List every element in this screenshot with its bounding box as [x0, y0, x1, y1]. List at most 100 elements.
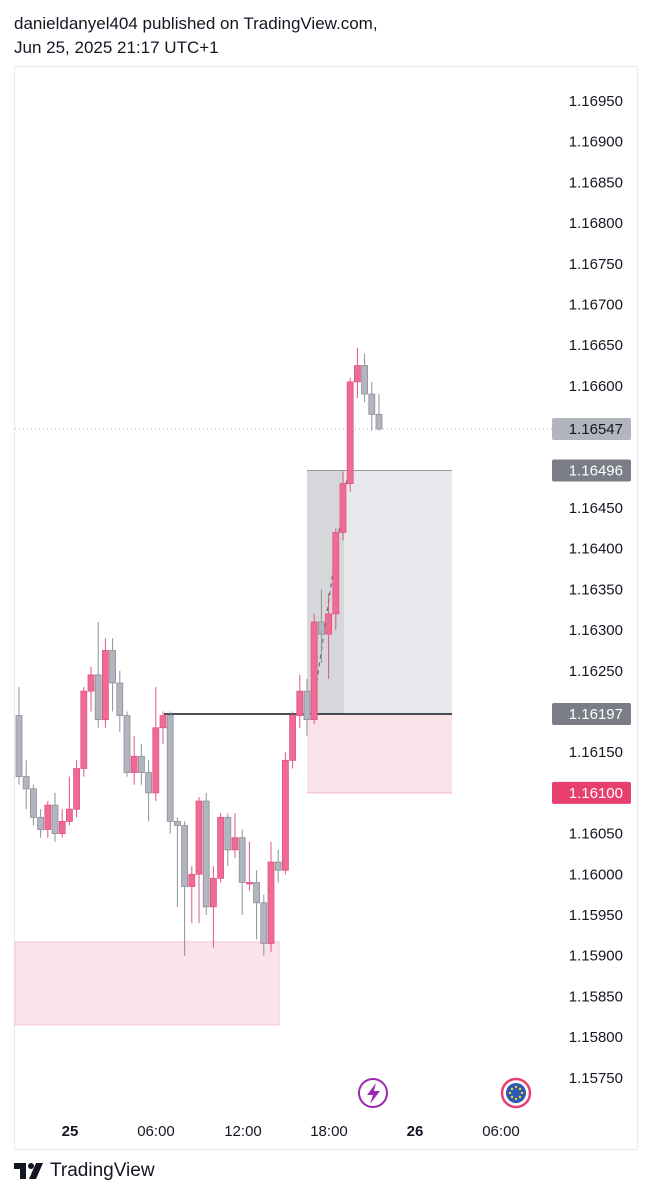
price-tag-box	[552, 459, 631, 482]
price-tag-box	[552, 781, 631, 804]
candle-body	[368, 393, 376, 415]
price-tag-label: 1.16496	[569, 463, 623, 480]
price-tick-label: 1.16800	[569, 215, 623, 232]
candle-body	[15, 715, 23, 778]
price-tick-label: 1.16700	[569, 297, 623, 314]
price-tick-label: 1.16000	[569, 866, 623, 883]
candle-body	[332, 532, 340, 615]
candle-body	[346, 381, 354, 484]
candle-body	[289, 715, 297, 761]
price-tick-label: 1.15900	[569, 948, 623, 965]
candle-body	[325, 613, 333, 635]
price-tag-label: 1.16197	[569, 706, 623, 723]
candle-body	[66, 808, 73, 822]
candle-body	[58, 820, 66, 835]
price-tick-label: 1.15800	[569, 1029, 623, 1046]
candle-body	[159, 715, 167, 729]
price-tag-box	[552, 702, 631, 725]
candle-body	[303, 690, 311, 721]
candle-body	[224, 816, 232, 851]
candlestick-chart[interactable]: 1.16950 1.16900 1.16850 1.16800 1.16750 1.167…	[0, 0, 653, 1160]
candle-body	[253, 882, 261, 904]
time-tick-label: 18:00	[310, 1123, 348, 1140]
publish-header: danieldanyel404 published on TradingView…	[14, 12, 378, 60]
candle-body	[260, 902, 268, 944]
candle-body	[130, 755, 138, 773]
zones-layer	[14, 470, 452, 1026]
candle-body	[29, 788, 37, 818]
tradingview-brand: TradingView	[50, 1160, 155, 1181]
candle-body	[173, 820, 181, 826]
candle-body	[94, 674, 102, 721]
price-tick-label: 1.16150	[569, 744, 623, 761]
candle-body	[73, 768, 80, 810]
price-tick-label: 1.16300	[569, 622, 623, 639]
candle-body	[37, 816, 44, 830]
price-tag-label: 1.16100	[569, 785, 623, 802]
time-tick-label: 26	[407, 1123, 424, 1140]
price-tick-label: 1.16850	[569, 174, 623, 191]
candle-body	[281, 759, 289, 871]
candle-body	[22, 776, 30, 790]
candle-body	[296, 690, 304, 716]
price-tick-label: 1.15850	[569, 988, 623, 1005]
price-tags: 1.16547 1.16496 1.16197 1.16100	[552, 418, 631, 804]
price-tick-label: 1.16650	[569, 337, 623, 354]
tradingview-footer-logo[interactable]: TradingView	[14, 1160, 155, 1182]
candle-body	[375, 413, 383, 430]
candle-body	[116, 682, 124, 716]
time-axis: 25 06:00 12:00 18:00 26 06:00	[62, 1123, 520, 1140]
candle-body	[181, 825, 189, 887]
price-tag-box	[552, 418, 631, 441]
chart-frame[interactable]	[14, 66, 638, 1150]
candle-body	[310, 621, 318, 721]
candle-body	[231, 837, 239, 851]
candle-body	[102, 650, 109, 721]
candle-body	[202, 800, 210, 908]
candle-body	[166, 715, 174, 822]
candle-body	[317, 621, 325, 635]
price-tick-label: 1.16400	[569, 541, 623, 558]
candle-body	[209, 877, 217, 908]
candle-body	[238, 837, 246, 883]
candle-body	[51, 804, 59, 834]
icons-layer	[358, 1077, 532, 1109]
candle-body	[44, 804, 52, 830]
stop-zone	[307, 713, 452, 793]
candle-body	[217, 816, 225, 879]
demand-zone	[14, 941, 280, 1026]
price-tick-label: 1.16900	[569, 134, 623, 151]
candle-body	[353, 365, 361, 383]
candle-body	[87, 674, 95, 692]
tradingview-logo-icon	[14, 1163, 43, 1179]
candle-body	[80, 690, 88, 769]
candles-layer	[15, 347, 383, 956]
price-tick-label: 1.16600	[569, 378, 623, 395]
publisher-line: danieldanyel404 published on TradingView…	[14, 14, 378, 33]
price-tick-label: 1.15750	[569, 1070, 623, 1087]
candle-body	[195, 800, 203, 875]
price-tick-label: 1.15950	[569, 907, 623, 924]
candle-body	[188, 873, 196, 887]
publish-date-line: Jun 25, 2025 21:17 UTC+1	[14, 38, 219, 57]
candle-body	[109, 650, 116, 684]
time-tick-label: 06:00	[137, 1123, 175, 1140]
price-tick-label: 1.16450	[569, 500, 623, 517]
lightning-event-icon[interactable]	[358, 1078, 388, 1108]
candle-body	[245, 882, 253, 885]
candle-body	[361, 365, 369, 395]
candle-body	[274, 861, 282, 871]
price-tag-label: 1.16547	[569, 421, 623, 438]
price-tick-label: 1.16050	[569, 826, 623, 843]
price-tick-label: 1.16750	[569, 256, 623, 273]
lines-layer	[15, 428, 552, 715]
candle-body	[267, 861, 275, 944]
price-tick-label: 1.16350	[569, 581, 623, 598]
eu-flag-icon[interactable]	[500, 1077, 532, 1109]
time-tick-label: 12:00	[224, 1123, 262, 1140]
price-tick-label: 1.16250	[569, 663, 623, 680]
price-tick-label: 1.16950	[569, 93, 623, 110]
projection-dashed-line	[311, 470, 349, 715]
candle-body	[123, 715, 131, 773]
candle-body	[137, 755, 145, 773]
